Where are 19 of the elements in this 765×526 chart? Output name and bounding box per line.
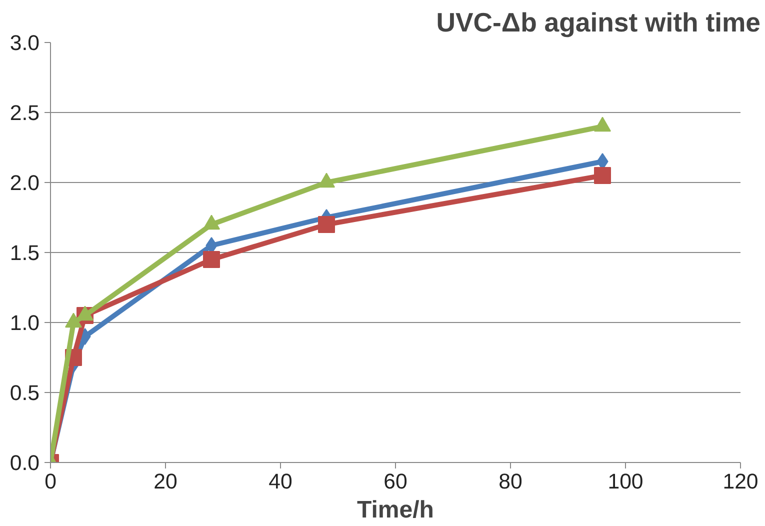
point — [318, 216, 335, 233]
point — [594, 167, 611, 184]
x-tick-label: 120 — [722, 470, 758, 494]
y-tick-label: 3.0 — [10, 31, 40, 55]
x-tick-label: 40 — [268, 470, 292, 494]
x-tick-label: 0 — [44, 470, 57, 494]
point — [203, 251, 220, 268]
y-tick-label: 1.5 — [10, 241, 40, 265]
x-axis-title: Time/h — [357, 496, 434, 524]
y-tick-label: 2.5 — [10, 101, 40, 125]
x-tick-label: 80 — [498, 470, 522, 494]
x-tick-label: 20 — [154, 470, 178, 494]
x-tick-label: 100 — [608, 470, 644, 494]
chart-title: UVC-Δb against with time — [436, 8, 760, 38]
y-tick-label: 2.0 — [10, 171, 40, 195]
y-tick-label: 0.0 — [10, 451, 40, 475]
x-tick-label: 60 — [384, 470, 408, 494]
y-tick-label: 1.0 — [10, 311, 40, 335]
y-tick-label: 0.5 — [10, 381, 40, 405]
